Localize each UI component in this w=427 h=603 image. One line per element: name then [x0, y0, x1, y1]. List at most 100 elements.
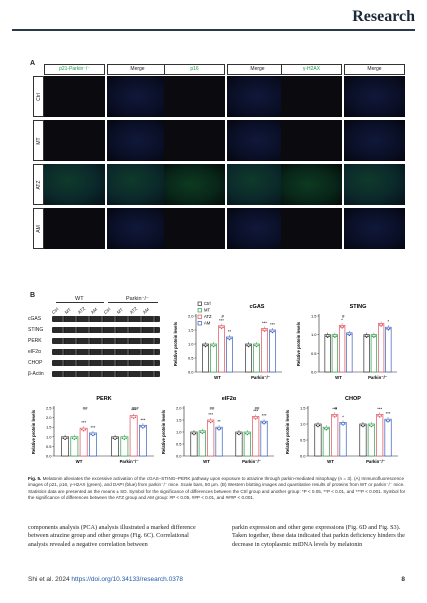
chart-4-point-0-1-0: [323, 427, 326, 430]
micrograph-r1-c1: [107, 120, 168, 161]
micrograph-r0-c5: [344, 76, 405, 117]
panel-a-row-label-3: AM: [33, 208, 44, 249]
blot-group-line-parkin: [108, 302, 158, 303]
chart-4-point-0-3-1: [342, 424, 344, 426]
panel-b-letter: B: [30, 292, 36, 299]
footer-doi-link[interactable]: https://doi.org/10.34133/research.0378: [71, 576, 184, 583]
chart-2-point-0-3-0: [90, 433, 92, 436]
chart-4-point-1-0-1: [362, 425, 364, 428]
chart-1-bar-1-2: [377, 323, 385, 373]
chart-3-point-0-1-1: [201, 432, 204, 435]
chart-0-point-1-1-0: [254, 344, 256, 347]
chart-1: STING Relative protein levels 0.0 0.5 1.0 1.5…: [296, 304, 397, 380]
panel-a-header-2: p16: [164, 64, 225, 75]
chart-0-bar-1-1: [253, 343, 260, 373]
micrograph-r3-c4: [281, 208, 342, 249]
chart-0-bar-1-2: [261, 328, 268, 373]
chart-2-yticklabel-1: 0.5: [46, 444, 52, 449]
chart-0-point-0-0-2: [206, 344, 208, 347]
chart-4-point-1-2-0: [377, 415, 379, 417]
chart-1-point-0-3-1: [348, 334, 351, 337]
chart-4-bar-0-0: [314, 423, 322, 457]
chart-0-point-0-3-2: [230, 337, 232, 340]
chart-3-point-1-3-2: [264, 421, 267, 424]
chart-4-bar-1-2: [376, 414, 384, 457]
panel-a-row-label-0: Ctrl: [33, 76, 44, 117]
chart-0-yticklabel-3: 1.5: [188, 328, 194, 333]
body-text-right: parkin expression and other gene express…: [232, 524, 405, 548]
chart-1-point-1-0-1: [365, 336, 368, 338]
chart-4-point-0-3-2: [343, 423, 346, 425]
chart-2-yticklabel-3: 1.5: [46, 425, 52, 430]
blot-label-2: PERK: [28, 338, 42, 344]
chart-4: CHOP Relative protein levels 0.0 0.5 1.0 1.5 W…: [285, 396, 398, 464]
chart-3-ylabel: Relative protein levels: [161, 409, 166, 454]
chart-3-yticklabel-4: 2.0: [176, 406, 182, 411]
panel-a-header-1: Merge: [107, 64, 168, 75]
micrograph-r3-c1: [107, 208, 168, 249]
header-rule: [12, 29, 415, 31]
chart-3-bar-1-2: [252, 416, 260, 457]
chart-4-point-1-0-2: [363, 424, 366, 427]
chart-3-bar-1-3: [260, 420, 268, 457]
chart-2-point-1-3-1: [142, 426, 144, 429]
chart-0-legend-swatch-0: [197, 301, 202, 306]
journal-name: Research: [352, 8, 415, 25]
chart-4-point-0-0-1: [317, 425, 319, 428]
blot-label-4: CHOP: [28, 360, 43, 366]
chart-1-point-0-1-0: [332, 335, 335, 337]
blot-group-line-wt: [56, 302, 104, 303]
chart-4-xlabel-0: WT: [327, 459, 334, 464]
micrograph-r1-c3: [227, 120, 288, 161]
chart-4-annotation-3: ***: [377, 406, 382, 411]
chart-3-annotation-2: **: [217, 419, 221, 424]
panel-a-row-text-1: MT: [35, 136, 42, 145]
micrograph-r0-c0: [44, 76, 105, 117]
chart-0-legend-label-2: ATZ: [204, 314, 212, 319]
chart-0-yticklabel-0: 0.0: [188, 370, 194, 375]
chart-4-point-0-2-2: [335, 415, 338, 417]
chart-3-yticklabel-2: 1.0: [176, 430, 182, 435]
chart-0-annotation-4: ***: [270, 322, 275, 327]
micrograph-r2-c5: [344, 164, 405, 205]
chart-0-bar-0-1: [210, 343, 217, 373]
chart-0-legend-swatch-1: [197, 308, 202, 313]
micrograph-r1-c0: [44, 120, 105, 161]
chart-3-bar-0-3: [215, 426, 223, 457]
chart-4-ylabel: Relative protein levels: [285, 409, 290, 454]
chart-1-point-0-0-0: [325, 335, 328, 337]
blot-band-1: [52, 327, 160, 333]
chart-1-point-0-1-2: [335, 335, 338, 337]
chart-2-annotation-2: ***: [90, 425, 95, 430]
chart-2-point-0-3-2: [93, 433, 96, 436]
micrograph-r2-c4: [281, 164, 342, 205]
chart-1-point-1-1-0: [371, 335, 374, 337]
chart-3-title: eIF2α: [222, 396, 237, 402]
blot-group-parkin: Parkin⁻/⁻: [126, 296, 149, 302]
chart-1-xlabel-1: Parkin⁻/⁻: [368, 375, 387, 380]
chart-3-point-0-1-2: [203, 431, 205, 434]
chart-0-bar-1-3: [269, 329, 276, 373]
chart-0-point-1-0-2: [249, 344, 251, 347]
chart-1-bar-1-1: [370, 334, 378, 373]
chart-4-bar-0-1: [322, 426, 330, 457]
chart-3-bar-0-2: [207, 419, 215, 457]
chart-2-yticklabel-5: 2.5: [46, 406, 52, 411]
chart-0-legend-label-1: MT: [204, 308, 210, 313]
blot-lane-3: AM: [89, 306, 99, 315]
chart-4-yticklabel-0: 0.0: [300, 454, 306, 459]
chart-1-point-0-2-1: [341, 327, 343, 329]
chart-3-annotation-4: ***: [262, 413, 267, 418]
chart-0-xlabel-1: Parkin⁻/⁻: [251, 375, 270, 380]
chart-0-yticklabel-1: 0.5: [188, 356, 194, 361]
chart-2-point-1-3-2: [143, 425, 146, 428]
chart-1-point-0-0-2: [328, 335, 330, 337]
chart-0-point-0-1-1: [212, 345, 215, 348]
blot-lane-2: ATZ: [76, 305, 87, 315]
chart-3-point-0-2-0: [208, 420, 210, 423]
chart-2-point-1-1-0: [121, 437, 124, 440]
chart-2-point-1-0-0: [112, 437, 115, 440]
chart-1-yticklabel-3: 1.5: [311, 314, 317, 319]
chart-1-point-1-1-2: [374, 335, 377, 337]
blot-band-4: [52, 360, 160, 366]
